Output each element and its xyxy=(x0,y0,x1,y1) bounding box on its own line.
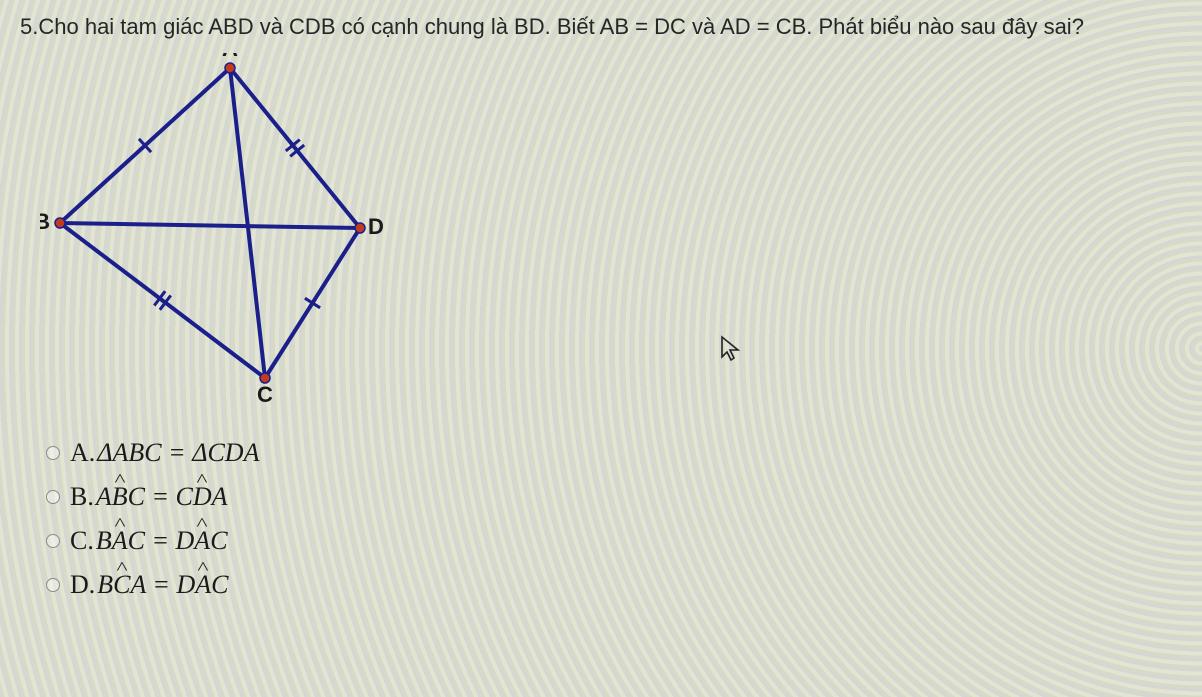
radio-icon[interactable] xyxy=(46,578,60,592)
option-d[interactable]: D.BCA = DAC xyxy=(46,570,1182,600)
radio-icon[interactable] xyxy=(46,490,60,504)
vertex-label-A: A xyxy=(222,53,238,61)
vertex-B xyxy=(55,218,65,228)
geometry-diagram: A B D C xyxy=(40,53,400,413)
edge-AD xyxy=(230,68,360,228)
option-b[interactable]: B.ABC = CDA xyxy=(46,482,1182,512)
radio-icon[interactable] xyxy=(46,534,60,548)
option-a-text: A.ΔABC = ΔCDA xyxy=(70,438,259,468)
content-area: 5.Cho hai tam giác ABD và CDB có cạnh ch… xyxy=(0,0,1202,626)
vertex-label-C: C xyxy=(257,382,273,407)
vertex-label-D: D xyxy=(368,214,384,239)
option-c[interactable]: C.BAC = DAC xyxy=(46,526,1182,556)
mouse-cursor-icon xyxy=(720,335,742,363)
question-number: 5. xyxy=(20,14,38,39)
option-b-text: B.ABC = CDA xyxy=(70,482,228,512)
vertex-label-B: B xyxy=(40,209,50,234)
question-body: Cho hai tam giác ABD và CDB có cạnh chun… xyxy=(38,14,1084,39)
option-a[interactable]: A.ΔABC = ΔCDA xyxy=(46,438,1182,468)
vertex-D xyxy=(355,223,365,233)
radio-icon[interactable] xyxy=(46,446,60,460)
edge-BC xyxy=(60,223,265,378)
edge-AC xyxy=(230,68,265,378)
vertex-A xyxy=(225,63,235,73)
option-d-text: D.BCA = DAC xyxy=(70,570,228,600)
edge-BD xyxy=(60,223,360,228)
question-text: 5.Cho hai tam giác ABD và CDB có cạnh ch… xyxy=(20,12,1182,43)
option-c-text: C.BAC = DAC xyxy=(70,526,228,556)
answer-options: A.ΔABC = ΔCDA B.ABC = CDA C.BAC = DAC D.… xyxy=(46,438,1182,600)
